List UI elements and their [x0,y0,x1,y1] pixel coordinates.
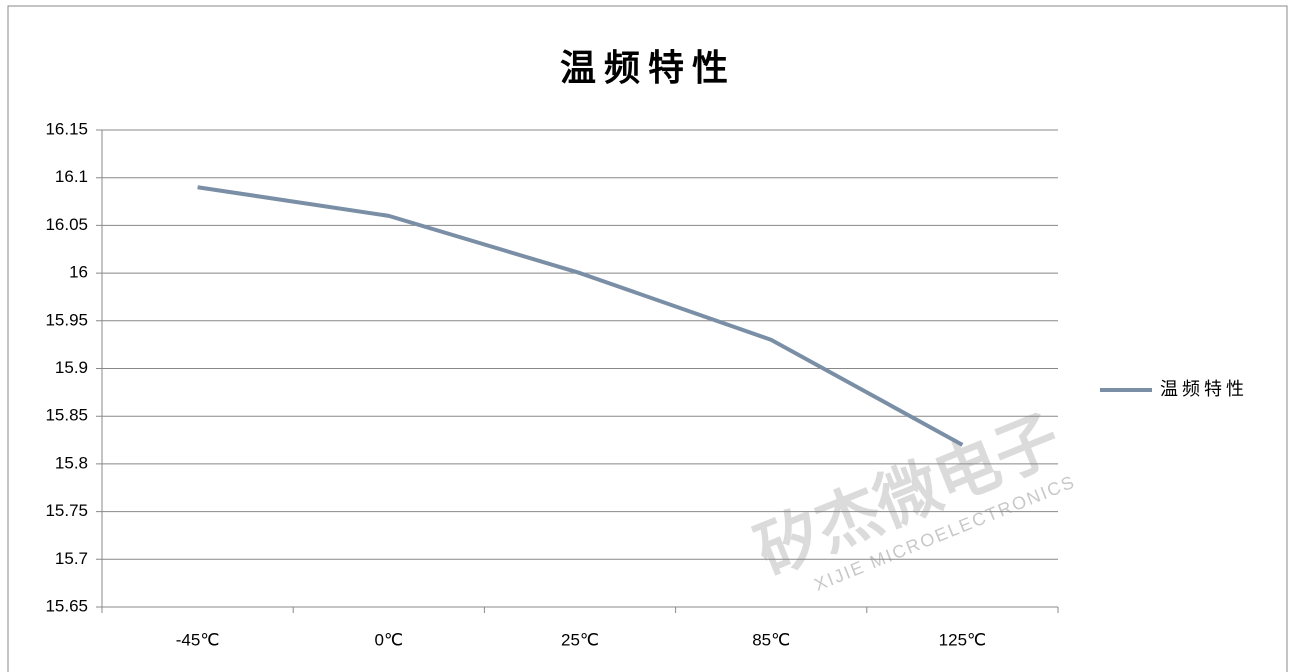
y-tick-label: 15.95 [45,310,88,329]
y-tick-label: 15.65 [45,596,88,615]
y-tick-label: 16.15 [45,119,88,138]
y-tick-label: 15.7 [55,549,88,568]
x-tick-label: 25℃ [561,630,599,649]
y-tick-label: 15.85 [45,406,88,425]
chart-frame [7,5,1288,672]
line-series [197,185,964,447]
y-tick-label: 16 [69,263,88,282]
x-tick-label: -45℃ [176,630,220,649]
chart-title: 温频特性 [560,48,736,89]
y-tick-label: 15.9 [55,358,88,377]
y-tick-label: 16.05 [45,215,88,234]
y-tick-label: 15.75 [45,501,88,520]
x-tick-label: 85℃ [752,630,790,649]
x-tick-label: 0℃ [375,630,404,649]
legend-label: 温频特性 [1160,379,1248,400]
y-tick-label: 16.1 [55,167,88,186]
y-tick-label: 15.8 [55,453,88,472]
x-tick-label: 125℃ [939,630,986,649]
